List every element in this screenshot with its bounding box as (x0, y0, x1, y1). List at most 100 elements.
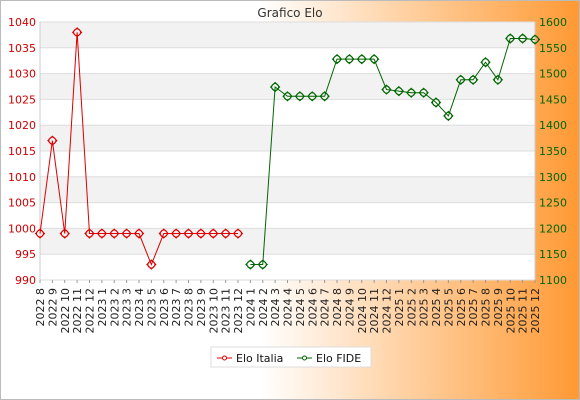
x-tick-label: 2024 6 (306, 288, 319, 327)
series-marker-circle (456, 75, 465, 84)
series-marker-circle (122, 229, 131, 238)
left-tick-label: 1000 (8, 222, 36, 235)
series-marker-circle (370, 55, 379, 64)
series-marker-circle (382, 85, 391, 94)
series-marker-circle (147, 260, 156, 269)
left-tick-label: 1035 (8, 42, 36, 55)
x-tick-label: 2024 7 (319, 288, 332, 327)
series-marker-circle (419, 88, 428, 97)
plot-band (40, 125, 535, 151)
left-tick-label: 1020 (8, 119, 36, 132)
x-tick-label: 2023 9 (195, 288, 208, 327)
series-marker-circle (518, 34, 527, 43)
series-marker-circle (283, 92, 292, 101)
x-tick-label: 2023 5 (145, 288, 158, 327)
series-marker-circle (184, 229, 193, 238)
series-marker-circle (48, 136, 57, 145)
x-tick-label: 2024 12 (381, 288, 394, 334)
series-marker-circle (110, 229, 119, 238)
series-marker-circle (407, 88, 416, 97)
x-tick-label: 2022 11 (71, 288, 84, 334)
x-tick-label: 2025 4 (430, 288, 443, 327)
x-tick-label: 2025 10 (504, 288, 517, 334)
x-tick-label: 2023 7 (170, 288, 183, 327)
x-tick-label: 2025 7 (467, 288, 480, 327)
plot-band (40, 73, 535, 100)
series-marker-circle (36, 229, 44, 238)
x-tick-label: 2024 11 (368, 288, 381, 334)
series-marker-circle (345, 55, 354, 64)
legend-marker-elo-fide (302, 355, 307, 361)
x-tick-label: 2023 2 (108, 288, 121, 327)
x-tick-label: 2023 11 (220, 288, 233, 334)
right-tick-label: 1500 (539, 68, 567, 81)
x-tick-label: 2025 5 (442, 288, 455, 327)
series-marker-circle (85, 229, 94, 238)
series-marker-circle (97, 229, 106, 238)
left-tick-label: 1015 (8, 145, 36, 158)
x-tick-label: 2024 8 (331, 288, 344, 327)
x-tick-label: 2024 2 (257, 288, 270, 327)
x-tick-label: 2025 11 (517, 288, 530, 334)
plot-band (40, 22, 535, 48)
series-marker-circle (444, 111, 453, 120)
x-tick-label: 2023 10 (207, 288, 220, 334)
x-tick-label: 2024 10 (356, 288, 369, 334)
right-tick-label: 1300 (539, 171, 567, 184)
series-marker-circle (246, 260, 255, 269)
x-tick-label: 2022 9 (46, 288, 59, 327)
x-tick-label: 2024 4 (282, 288, 295, 327)
x-tick-label: 2024 9 (343, 288, 356, 327)
left-tick-label: 1025 (8, 93, 36, 106)
series-points (34, 27, 541, 270)
plot-band (40, 176, 535, 203)
chart-title: Grafico Elo (257, 6, 322, 20)
series-marker-circle (320, 92, 329, 101)
series-marker-circle (308, 92, 317, 101)
series-marker-circle (221, 229, 230, 238)
right-tick-label: 1450 (539, 93, 567, 106)
series-marker-circle (432, 98, 440, 107)
series-marker-circle (506, 34, 515, 43)
series-marker-circle (493, 75, 502, 84)
right-tick-label: 1100 (539, 274, 567, 287)
series-marker-circle (159, 229, 168, 238)
x-tick-label: 2024 1 (244, 288, 257, 327)
series-marker-circle (60, 229, 69, 238)
legend: Elo Italia Elo FIDE (210, 346, 372, 368)
series-marker-circle (234, 229, 242, 238)
legend-label-elo-fide: Elo FIDE (316, 352, 361, 365)
x-tick-label: 2023 12 (232, 288, 245, 334)
x-tick-label: 2023 4 (133, 288, 146, 327)
x-tick-label: 2025 2 (405, 288, 418, 327)
x-tick-label: 2023 1 (96, 288, 109, 327)
series-marker-circle (481, 58, 490, 67)
x-tick-label: 2025 8 (480, 288, 493, 327)
left-tick-label: 995 (15, 248, 36, 261)
series-marker-circle (135, 229, 143, 238)
x-tick-label: 2023 3 (121, 288, 134, 327)
x-tick-label: 2025 6 (455, 288, 468, 327)
series-marker-circle (357, 55, 366, 64)
right-axis-ticks: 1100 1150 1200 1250 1300 1350 1400 1450 1500 1550… (539, 16, 567, 287)
x-tick-label: 2025 3 (418, 288, 431, 327)
x-tick-label: 2024 3 (269, 288, 282, 327)
left-axis-ticks: 990 995 1000 1005 1010 1015 1020 1025 1030 1035 10… (8, 16, 36, 287)
left-tick-label: 1010 (8, 171, 36, 184)
x-tick-label: 2022 10 (59, 288, 72, 334)
right-tick-label: 1250 (539, 197, 567, 210)
x-tick-label: 2025 1 (393, 288, 406, 327)
left-tick-label: 990 (15, 274, 36, 287)
x-tick-label: 2022 12 (84, 288, 97, 334)
series-marker-circle (469, 75, 478, 84)
series-marker-circle (333, 55, 341, 64)
x-tick-label: 2023 6 (158, 288, 171, 327)
right-tick-label: 1600 (539, 16, 567, 29)
series-marker-circle (196, 229, 205, 238)
x-tick-label: 2023 8 (183, 288, 196, 327)
left-tick-label: 1005 (8, 197, 36, 210)
right-tick-label: 1400 (539, 119, 567, 132)
